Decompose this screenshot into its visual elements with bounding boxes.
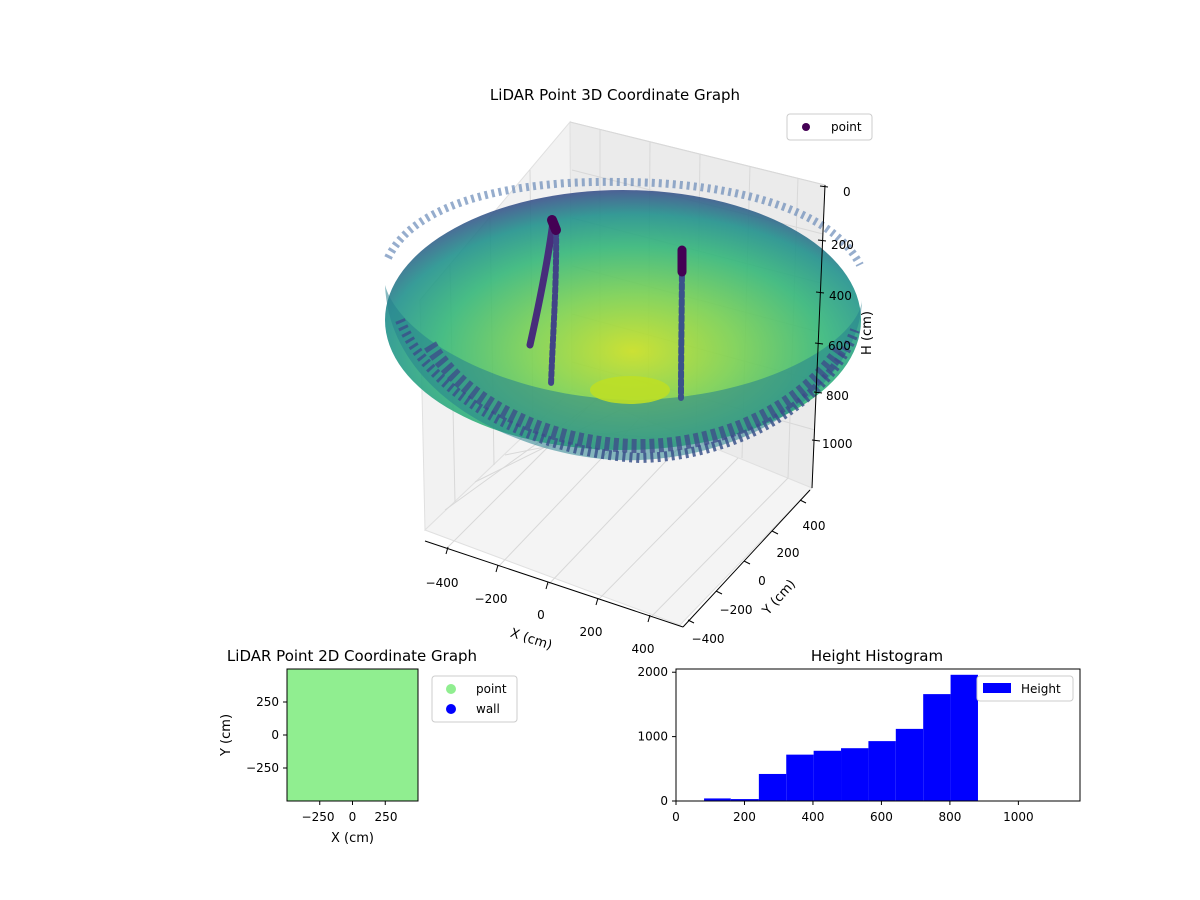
x3d-tick-label: −200 [475,592,508,606]
axes-3d-lines [424,184,826,628]
y-axis-3d-ticklabels: −400 −200 0 200 400 [692,519,826,646]
x-axis-3d-label: X (cm) [508,626,554,654]
legend-3d-marker [802,123,810,131]
z3d-tick-label: 600 [828,339,851,353]
histogram-x-tick-label: 200 [733,810,756,824]
chart-3d-title: LiDAR Point 3D Coordinate Graph [490,86,740,104]
x2d-tick-label: 250 [375,810,398,824]
chart-2d-title: LiDAR Point 2D Coordinate Graph [227,647,477,665]
legend-2d-label-point: point [476,682,507,696]
plot-frame-histogram [675,668,1081,802]
legend-2d-marker-point [446,684,456,694]
x3d-tick-label: 0 [537,608,545,622]
legend-2d-marker-wall [446,704,456,714]
chart-histogram: Height Histogram 0 200 400 600 800 1000 0 1000… [637,647,1081,824]
chart-2d: LiDAR Point 2D Coordinate Graph −250 0 2… [219,647,518,846]
y2d-tick-label: 0 [271,728,279,742]
histogram-x-tick-label: 0 [672,810,680,824]
histogram-bar [704,798,731,801]
bowl-surface [384,177,864,464]
y-axis-2d-ticks [283,701,287,769]
histogram-title: Height Histogram [811,647,943,665]
x-axis-2d-ticklabels: −250 0 250 [302,810,398,824]
legend-histogram: Height [976,675,1074,702]
y3d-tick-label: 200 [777,546,800,560]
x2d-tick-label: 0 [349,810,357,824]
x-axis-2d-ticks [319,801,386,805]
histogram-bar [950,674,978,801]
legend-histogram-swatch [983,683,1011,693]
y2d-tick-label: −250 [246,761,279,775]
y3d-tick-label: −200 [720,603,753,617]
z3d-tick-label: 400 [829,289,852,303]
y3d-tick-label: 0 [758,574,766,588]
point-cloud-2d [287,669,418,801]
histogram-y-ticks: 0 1000 2000 [637,665,676,808]
legend-3d-label: point [831,120,862,134]
histogram-bar [813,750,842,801]
legend-histogram-label: Height [1021,682,1061,696]
z3d-tick-label: 800 [826,389,849,403]
legend-2d: point wall [431,675,518,723]
y-axis-2d-label: Y (cm) [219,714,234,757]
x-axis-3d-ticklabels: −400 −200 0 200 400 [426,576,655,656]
y-axis-3d-ticks [687,499,807,624]
histogram-x-tick-label: 800 [938,810,961,824]
z3d-tick-label: 200 [831,238,854,252]
x3d-tick-label: 400 [632,642,655,656]
z-axis-3d-ticks [811,185,829,442]
histogram-y-tick-label: 1000 [637,730,668,744]
legend-2d-label-wall: wall [476,702,500,716]
y2d-tick-label: 250 [256,695,279,709]
histogram-bar [923,694,951,801]
legend-3d: point [786,113,873,141]
histogram-bar [758,773,787,801]
histogram-y-tick-label: 2000 [637,665,668,679]
histogram-x-tick-label: 400 [801,810,824,824]
z3d-tick-label: 1000 [822,437,853,451]
y3d-tick-label: 400 [803,519,826,533]
wall-trace-1 [526,215,561,388]
x2d-tick-label: −250 [302,810,335,824]
histogram-bar [868,741,896,801]
y3d-tick-label: −400 [692,632,725,646]
x-axis-3d-ticks [445,546,651,623]
chart-3d: LiDAR Point 3D Coordinate Graph [384,86,875,656]
x3d-tick-label: 200 [580,625,603,639]
x3d-tick-label: −400 [426,576,459,590]
histogram-bar [730,799,759,801]
histogram-bar [895,728,924,801]
z-axis-3d-label: H (cm) [860,311,875,355]
x-axis-2d-label: X (cm) [331,831,374,846]
histogram-bar [841,748,869,801]
histogram-y-tick-label: 0 [660,794,668,808]
z3d-tick-label: 0 [843,185,851,199]
y-axis-2d-ticklabels: 250 0 −250 [246,695,279,775]
histogram-bars [704,674,978,801]
histogram-x-tick-label: 600 [870,810,893,824]
histogram-x-tick-label: 1000 [1003,810,1034,824]
wall-trace-2 [677,245,687,401]
histogram-bar [786,754,814,801]
histogram-x-ticks: 0 200 400 600 800 1000 [672,801,1034,824]
z-axis-3d-ticklabels: 0 200 400 600 800 1000 [822,185,854,451]
